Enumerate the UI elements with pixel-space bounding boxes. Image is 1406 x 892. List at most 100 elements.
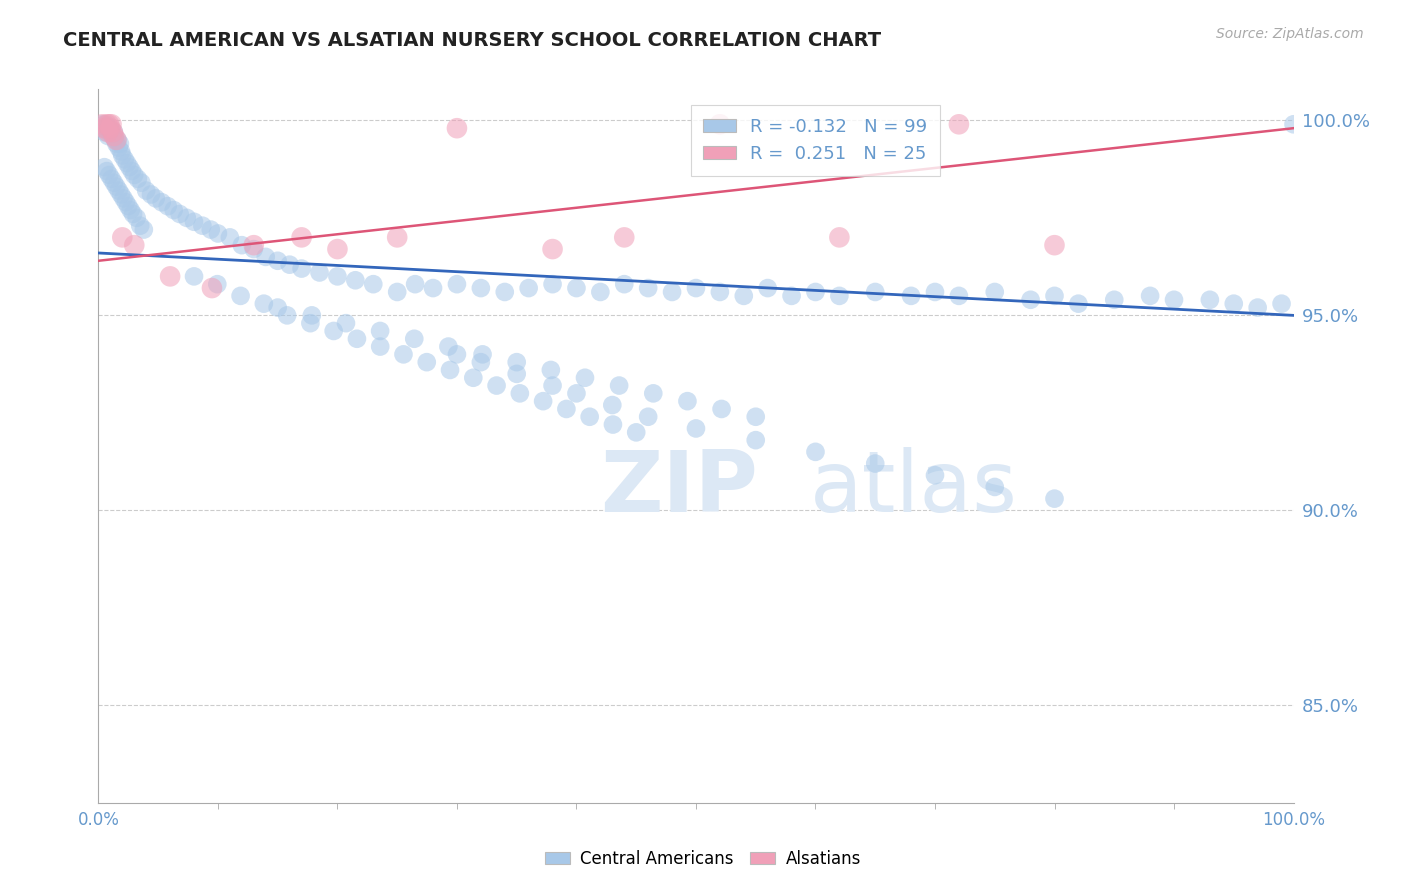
Point (276, 309, 298, 323)
Point (437, 340, 460, 354)
Point (948, 117, 970, 131)
Point (107, 184, 129, 198)
Point (574, 370, 596, 384)
Point (531, 394, 554, 409)
Point (676, 394, 699, 409)
Point (924, 285, 946, 299)
Point (1247, 301, 1270, 315)
Point (97, 128, 120, 143)
Point (344, 273, 367, 287)
Point (97, 125, 120, 139)
Point (169, 207, 191, 221)
Point (115, 156, 138, 170)
Point (124, 238, 146, 252)
Point (135, 184, 157, 198)
Point (607, 378, 630, 392)
Point (404, 332, 426, 346)
Point (278, 258, 301, 272)
Point (96, 164, 118, 178)
Point (299, 316, 322, 330)
Point (163, 203, 186, 218)
Text: atlas: atlas (810, 447, 1018, 531)
Point (176, 211, 198, 225)
Point (1199, 293, 1222, 307)
Point (326, 242, 349, 256)
Point (91, 121, 114, 136)
Point (125, 211, 148, 225)
Point (229, 289, 252, 303)
Point (804, 285, 827, 299)
Point (110, 187, 132, 202)
Point (326, 269, 349, 284)
Legend: R = -0.132   N = 99, R =  0.251   N = 25: R = -0.132 N = 99, R = 0.251 N = 25 (690, 105, 941, 176)
Point (589, 285, 612, 299)
Point (984, 285, 1007, 299)
Point (555, 401, 578, 416)
Point (709, 285, 731, 299)
Point (107, 133, 129, 147)
Point (207, 277, 229, 292)
Point (865, 285, 887, 299)
Point (385, 230, 409, 244)
Point (602, 417, 624, 432)
Point (506, 367, 529, 381)
Point (100, 117, 122, 131)
Point (139, 187, 162, 202)
Point (105, 133, 128, 147)
Point (103, 128, 125, 143)
Point (613, 230, 636, 244)
Point (132, 222, 155, 236)
Point (828, 289, 851, 303)
Point (183, 215, 205, 229)
Point (485, 378, 508, 392)
Point (948, 289, 970, 303)
Point (104, 133, 127, 147)
Point (626, 425, 648, 440)
Point (463, 370, 485, 384)
Point (1104, 293, 1126, 307)
Point (416, 355, 439, 369)
Point (470, 281, 492, 295)
Point (114, 153, 136, 167)
Point (267, 253, 290, 268)
Point (101, 128, 124, 143)
Point (804, 445, 827, 459)
Text: Source: ZipAtlas.com: Source: ZipAtlas.com (1216, 27, 1364, 41)
Point (1043, 238, 1066, 252)
Point (124, 168, 146, 182)
Point (200, 222, 222, 236)
Point (105, 136, 128, 151)
Point (1043, 289, 1066, 303)
Point (446, 277, 468, 292)
Point (637, 281, 659, 295)
Point (1163, 293, 1185, 307)
Point (156, 199, 179, 213)
Point (540, 363, 562, 377)
Point (98, 125, 121, 139)
Point (219, 230, 242, 244)
Point (709, 117, 731, 131)
Point (131, 176, 153, 190)
Point (243, 242, 266, 256)
Point (98, 117, 121, 131)
Point (91, 117, 114, 131)
Point (602, 398, 624, 412)
Point (231, 238, 253, 252)
Point (93, 125, 115, 139)
Point (745, 433, 768, 447)
Point (828, 230, 851, 244)
Point (111, 148, 134, 162)
Point (392, 347, 415, 361)
Point (733, 289, 755, 303)
Point (150, 195, 173, 210)
Point (108, 136, 131, 151)
Point (1223, 296, 1246, 310)
Point (756, 281, 779, 295)
Point (439, 363, 461, 377)
Point (93, 160, 115, 174)
Point (446, 347, 468, 361)
Point (91, 117, 114, 131)
Point (900, 289, 922, 303)
Point (201, 281, 224, 295)
Point (517, 281, 540, 295)
